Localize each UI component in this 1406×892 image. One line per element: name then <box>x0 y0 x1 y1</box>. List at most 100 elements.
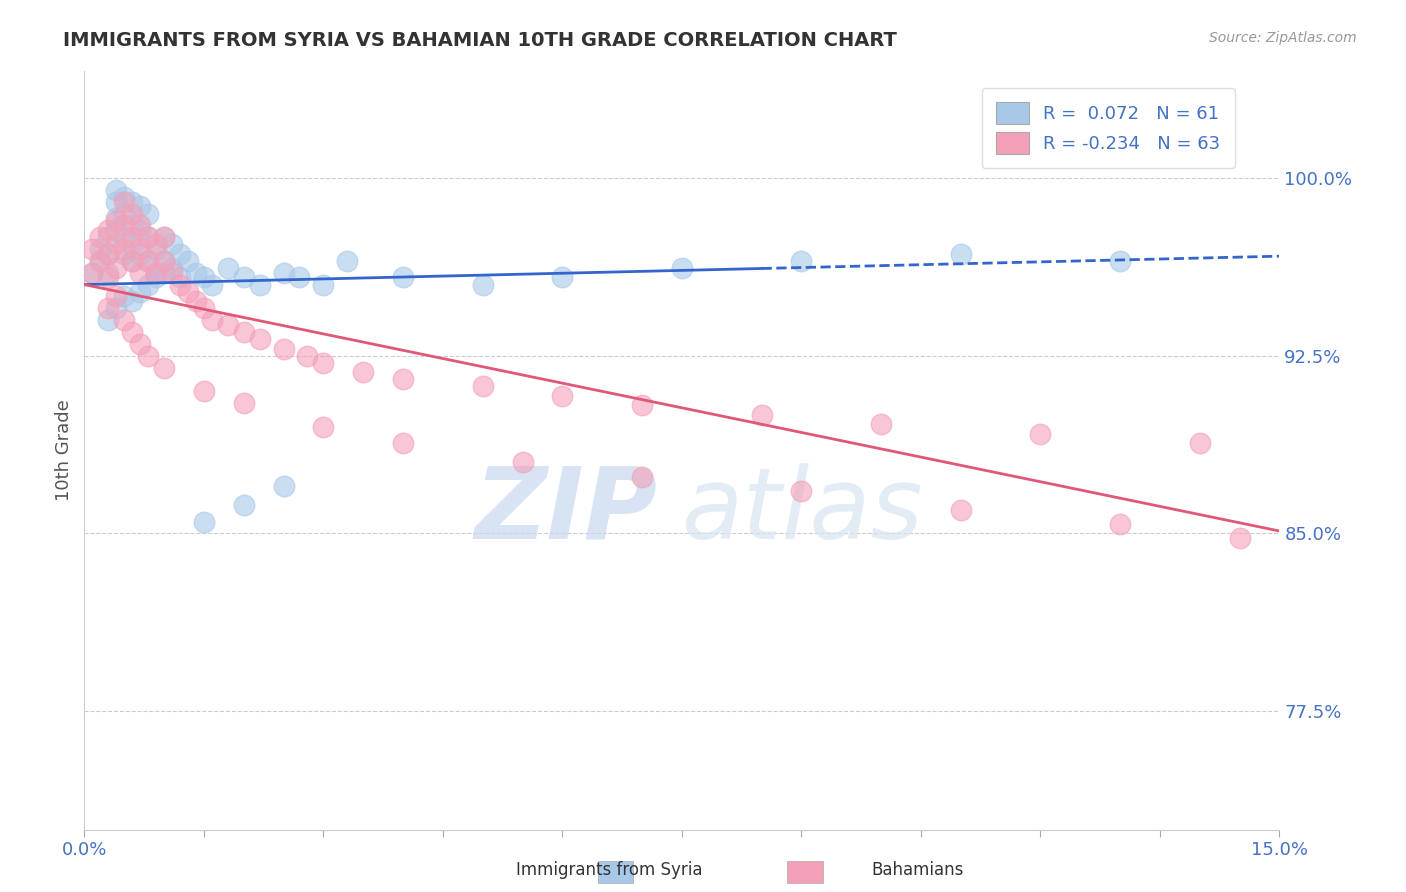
Point <box>217 260 239 275</box>
Point <box>89 242 111 256</box>
Point <box>121 194 143 209</box>
Point <box>112 289 135 303</box>
Point <box>97 223 120 237</box>
Point <box>1109 253 1132 268</box>
Point <box>751 408 773 422</box>
Point <box>112 219 135 233</box>
Point <box>129 266 152 280</box>
Point <box>790 483 813 498</box>
Point <box>1029 426 1052 441</box>
Point <box>273 266 295 280</box>
Point <box>89 253 111 268</box>
Point <box>392 270 415 285</box>
Point <box>169 247 191 261</box>
Point <box>129 285 152 299</box>
Point <box>153 230 176 244</box>
Point <box>217 318 239 332</box>
Point <box>312 356 335 370</box>
Point <box>89 253 111 268</box>
Point <box>160 237 183 252</box>
Point <box>121 206 143 220</box>
Point <box>105 289 128 303</box>
Point <box>145 266 167 280</box>
Point <box>105 301 128 316</box>
Point <box>392 372 415 386</box>
Point <box>82 266 104 280</box>
Point <box>145 242 167 256</box>
Point <box>273 479 295 493</box>
Point <box>121 253 143 268</box>
Point <box>392 436 415 450</box>
Point <box>105 194 128 209</box>
Point <box>336 253 359 268</box>
Point <box>249 332 271 346</box>
Point <box>112 313 135 327</box>
Point <box>136 230 159 244</box>
Point <box>112 242 135 256</box>
Point <box>129 199 152 213</box>
Point <box>201 277 224 292</box>
Text: Immigrants from Syria: Immigrants from Syria <box>516 861 703 879</box>
Point <box>551 270 574 285</box>
Point <box>949 247 972 261</box>
Point <box>136 277 159 292</box>
Point <box>97 247 120 261</box>
Point <box>153 230 176 244</box>
Text: ZIP: ZIP <box>475 463 658 559</box>
Point <box>193 301 215 316</box>
Point <box>193 384 215 399</box>
Point <box>89 230 111 244</box>
Text: Bahamians: Bahamians <box>872 861 965 879</box>
Point <box>112 194 135 209</box>
Point <box>153 253 176 268</box>
Point <box>631 399 654 413</box>
Point <box>949 502 972 516</box>
Point <box>121 253 143 268</box>
Point <box>97 266 120 280</box>
Point <box>112 230 135 244</box>
Point <box>297 349 319 363</box>
Point <box>145 237 167 252</box>
Point <box>232 498 254 512</box>
Point <box>82 242 104 256</box>
Legend: R =  0.072   N = 61, R = -0.234   N = 63: R = 0.072 N = 61, R = -0.234 N = 63 <box>981 88 1234 168</box>
Point <box>136 230 159 244</box>
Point <box>129 219 152 233</box>
Point <box>136 253 159 268</box>
Point <box>82 266 104 280</box>
Point <box>160 266 183 280</box>
Point <box>136 253 159 268</box>
Point <box>232 396 254 410</box>
Point <box>153 360 176 375</box>
Point <box>160 260 183 275</box>
Point <box>184 294 207 309</box>
Point <box>312 277 335 292</box>
Point <box>105 213 128 227</box>
Point <box>184 266 207 280</box>
Point <box>129 247 152 261</box>
Point <box>169 270 191 285</box>
Point <box>471 379 494 393</box>
Point <box>201 313 224 327</box>
Point <box>129 223 152 237</box>
Point <box>232 270 254 285</box>
Text: Source: ZipAtlas.com: Source: ZipAtlas.com <box>1209 31 1357 45</box>
Point <box>121 294 143 309</box>
Point <box>136 349 159 363</box>
Point <box>169 277 191 292</box>
Point <box>193 270 215 285</box>
Point <box>97 270 120 285</box>
Point <box>671 260 693 275</box>
Point <box>551 389 574 403</box>
Point <box>105 183 128 197</box>
Point <box>121 237 143 252</box>
Point <box>232 325 254 339</box>
Text: IMMIGRANTS FROM SYRIA VS BAHAMIAN 10TH GRADE CORRELATION CHART: IMMIGRANTS FROM SYRIA VS BAHAMIAN 10TH G… <box>63 31 897 50</box>
Point <box>145 266 167 280</box>
Point <box>1188 436 1211 450</box>
Point <box>1109 516 1132 531</box>
Point <box>153 253 176 268</box>
Point <box>870 417 893 432</box>
Point <box>112 247 135 261</box>
Point <box>631 469 654 483</box>
